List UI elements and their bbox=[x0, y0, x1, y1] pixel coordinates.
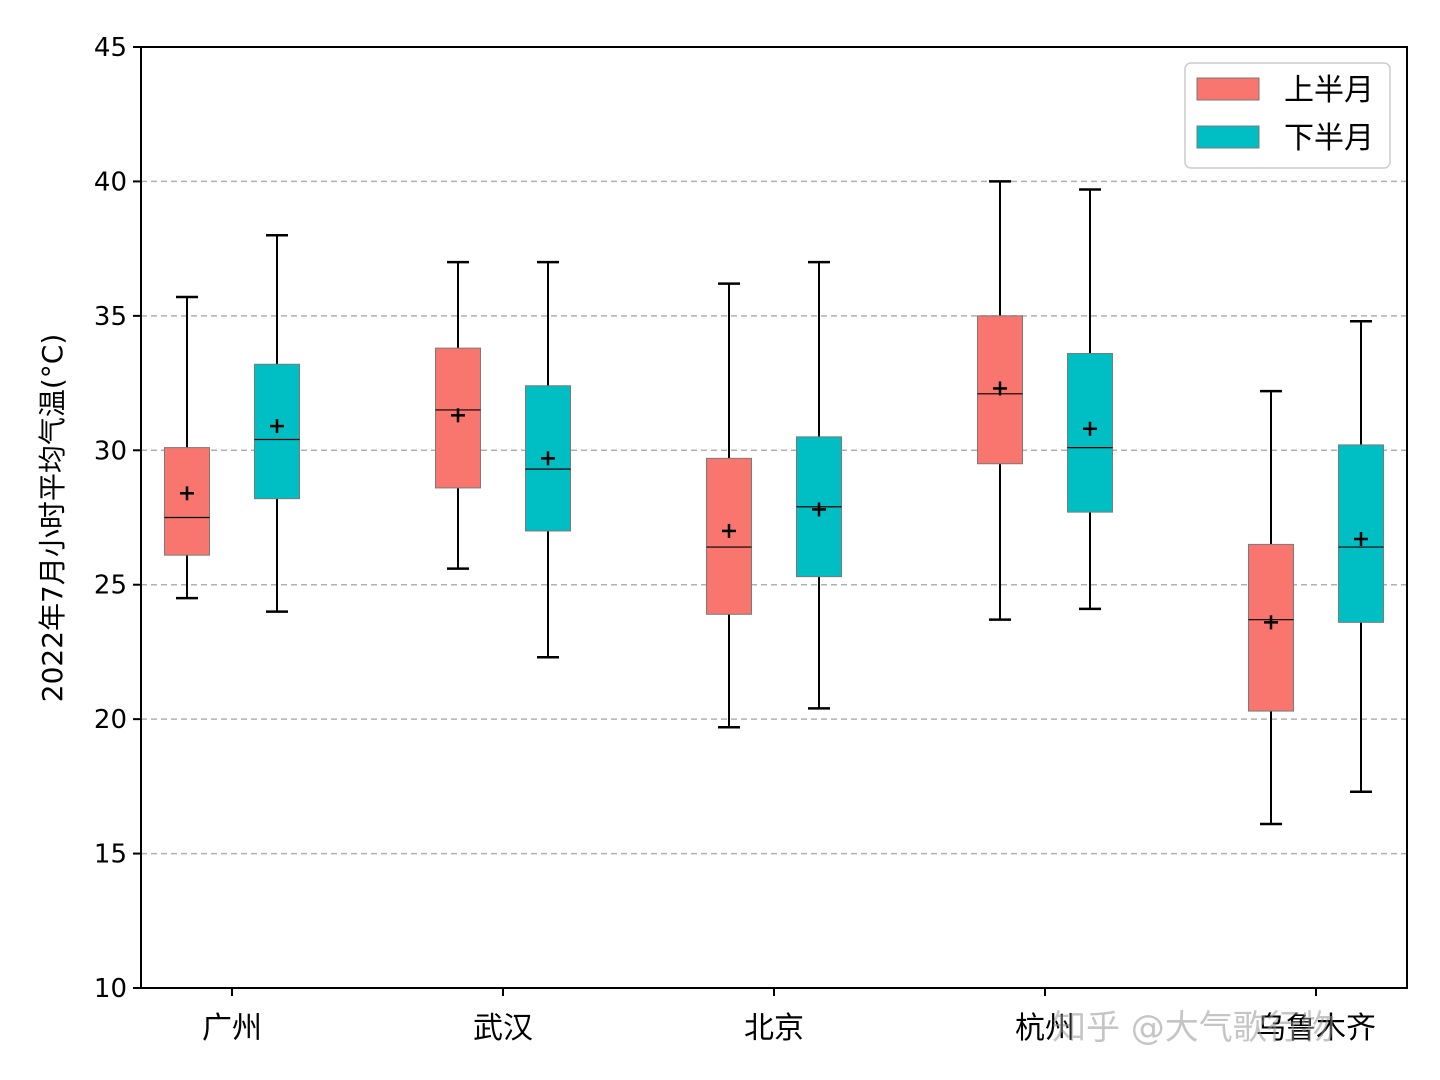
x-tick-label: 北京 bbox=[744, 1011, 804, 1046]
x-tick-label: 广州 bbox=[202, 1011, 262, 1046]
y-tick-label: 30 bbox=[94, 436, 127, 466]
y-tick-label: 40 bbox=[94, 167, 127, 197]
y-tick-label: 45 bbox=[94, 33, 127, 63]
y-tick-label: 20 bbox=[94, 705, 127, 735]
axis-ticks: 10 15 20 25 30 35 40 45 广州 武汉 北京 杭州 乌鲁木齐 bbox=[94, 33, 1376, 1046]
legend-swatch bbox=[1196, 77, 1260, 101]
y-tick-label: 15 bbox=[94, 840, 127, 870]
grid-lines bbox=[141, 180, 1407, 855]
y-tick-label: 10 bbox=[94, 974, 127, 1004]
legend-swatch bbox=[1196, 125, 1260, 149]
y-axis-label: 2022年7月小时平均气温(°C) bbox=[36, 334, 69, 702]
legend-label: 下半月 bbox=[1284, 121, 1374, 156]
box-series bbox=[164, 180, 1384, 826]
legend-label: 上半月 bbox=[1284, 73, 1374, 108]
x-tick-label: 乌鲁木齐 bbox=[1256, 1011, 1376, 1046]
box-iqr bbox=[164, 447, 210, 556]
x-tick-label: 杭州 bbox=[1015, 1011, 1075, 1046]
watermark-text: 知乎 @大气歌行物 bbox=[1052, 1008, 1335, 1048]
x-tick-label: 武汉 bbox=[473, 1011, 533, 1046]
plot-frame bbox=[140, 46, 1408, 989]
y-tick-label: 25 bbox=[94, 571, 127, 601]
y-tick-label: 35 bbox=[94, 302, 127, 332]
